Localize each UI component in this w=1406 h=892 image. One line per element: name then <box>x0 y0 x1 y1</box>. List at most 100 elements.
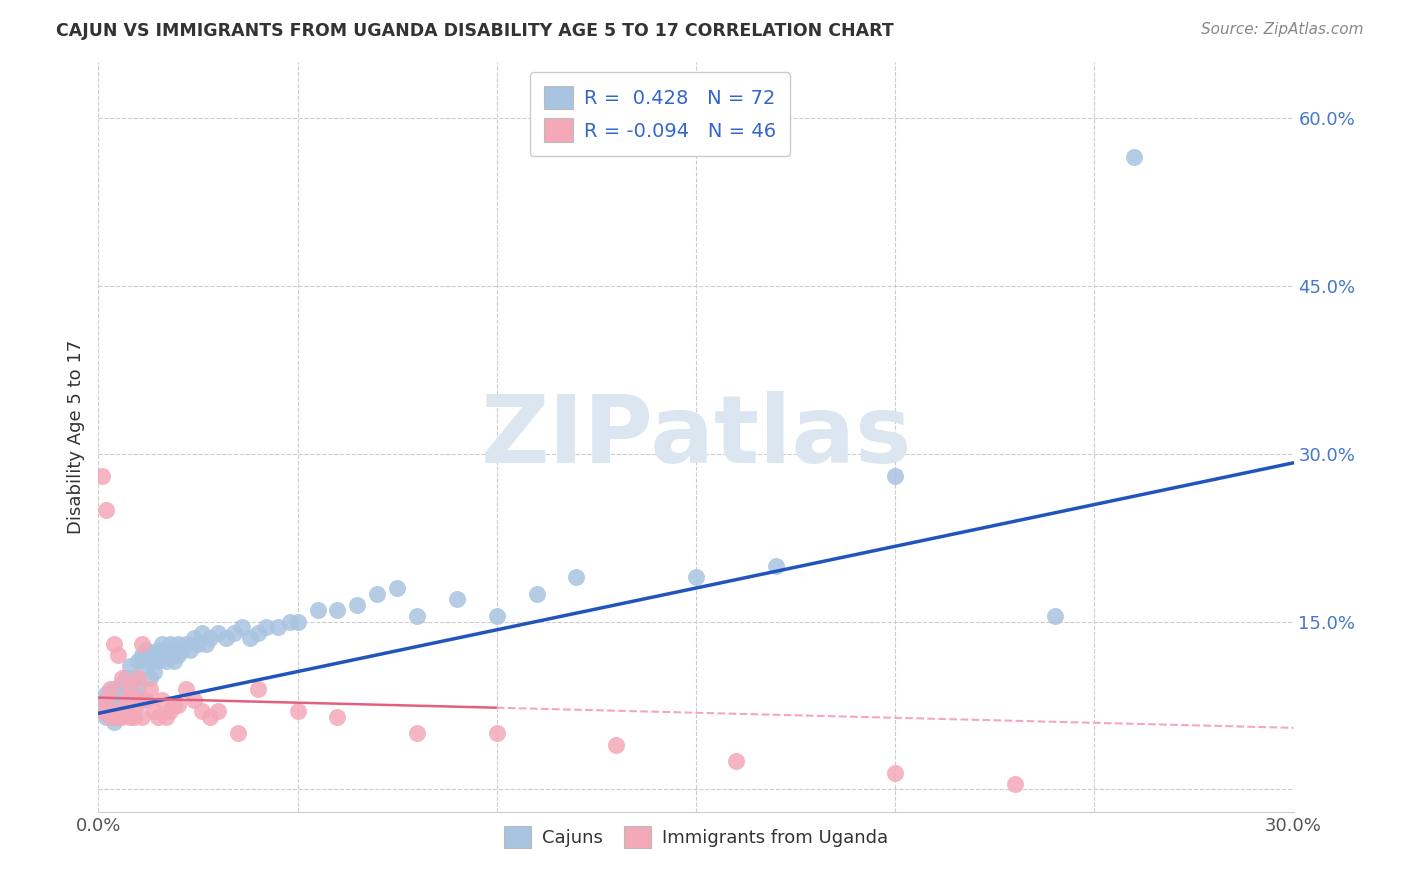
Point <box>127 654 149 668</box>
Point <box>143 704 166 718</box>
Point <box>526 587 548 601</box>
Point <box>406 609 429 624</box>
Point <box>111 676 134 690</box>
Point <box>884 469 907 483</box>
Point <box>179 642 201 657</box>
Point <box>131 709 153 723</box>
Point <box>174 637 197 651</box>
Point <box>150 637 173 651</box>
Text: ZIPatlas: ZIPatlas <box>481 391 911 483</box>
Point <box>139 654 162 668</box>
Point <box>346 598 368 612</box>
Point <box>107 648 129 662</box>
Point <box>287 704 309 718</box>
Point <box>1043 609 1066 624</box>
Point <box>131 637 153 651</box>
Point <box>115 704 138 718</box>
Point <box>107 709 129 723</box>
Point <box>124 687 146 701</box>
Point <box>98 681 122 696</box>
Point <box>231 620 253 634</box>
Point <box>246 681 269 696</box>
Point <box>226 726 249 740</box>
Point <box>195 637 218 651</box>
Point <box>131 693 153 707</box>
Point <box>135 693 157 707</box>
Point <box>1004 777 1026 791</box>
Point <box>183 632 205 646</box>
Point <box>267 620 290 634</box>
Point <box>167 648 190 662</box>
Point <box>187 637 209 651</box>
Point <box>131 648 153 662</box>
Point <box>111 704 134 718</box>
Y-axis label: Disability Age 5 to 17: Disability Age 5 to 17 <box>66 340 84 534</box>
Point <box>307 603 329 617</box>
Point <box>111 709 134 723</box>
Point <box>167 698 190 713</box>
Point <box>91 469 114 483</box>
Point <box>143 648 166 662</box>
Point <box>198 632 221 646</box>
Point <box>326 603 349 617</box>
Point <box>207 704 229 718</box>
Point <box>326 709 349 723</box>
Point <box>135 642 157 657</box>
Point <box>120 659 142 673</box>
Point <box>198 709 221 723</box>
Point <box>120 709 142 723</box>
Point <box>685 570 707 584</box>
Point <box>159 648 181 662</box>
Point <box>91 698 114 713</box>
Legend: Cajuns, Immigrants from Uganda: Cajuns, Immigrants from Uganda <box>496 819 896 855</box>
Point <box>174 681 197 696</box>
Point <box>485 609 508 624</box>
Point <box>111 671 134 685</box>
Point <box>103 681 125 696</box>
Point <box>155 642 177 657</box>
Point <box>107 709 129 723</box>
Point <box>167 637 190 651</box>
Point <box>884 765 907 780</box>
Point <box>246 625 269 640</box>
Point <box>159 704 181 718</box>
Point <box>163 642 186 657</box>
Point <box>172 642 194 657</box>
Point <box>385 581 409 595</box>
Point <box>115 698 138 713</box>
Point <box>215 632 238 646</box>
Point <box>163 654 186 668</box>
Text: Source: ZipAtlas.com: Source: ZipAtlas.com <box>1201 22 1364 37</box>
Point <box>96 687 118 701</box>
Point <box>124 698 146 713</box>
Point <box>765 558 787 573</box>
Point <box>96 693 118 707</box>
Point <box>107 687 129 701</box>
Point <box>254 620 277 634</box>
Point <box>124 671 146 685</box>
Point <box>222 625 245 640</box>
Point <box>103 715 125 730</box>
Point <box>115 671 138 685</box>
Point <box>724 755 747 769</box>
Point <box>139 671 162 685</box>
Point <box>191 625 214 640</box>
Point <box>143 665 166 679</box>
Point <box>207 625 229 640</box>
Point <box>446 592 468 607</box>
Point <box>150 693 173 707</box>
Point <box>98 709 122 723</box>
Point <box>120 681 142 696</box>
Point <box>150 648 173 662</box>
Point <box>183 693 205 707</box>
Point <box>120 693 142 707</box>
Point <box>139 681 162 696</box>
Point <box>96 502 118 516</box>
Point <box>155 709 177 723</box>
Point <box>148 709 170 723</box>
Point <box>124 709 146 723</box>
Point <box>103 637 125 651</box>
Point <box>98 704 122 718</box>
Point <box>91 704 114 718</box>
Point <box>366 587 388 601</box>
